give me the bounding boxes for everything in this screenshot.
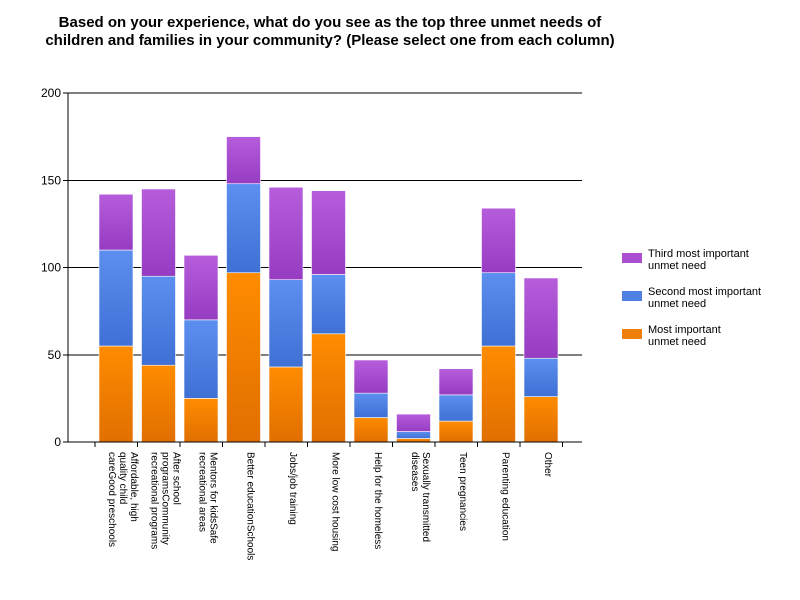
bar-segment-most	[311, 333, 346, 443]
bar-segment-third	[183, 254, 219, 321]
x-tick-label: More low cost housing	[330, 452, 341, 552]
x-tick-label-line: careGood preschools	[106, 452, 117, 547]
bar-segment-third	[438, 368, 474, 396]
bar-segment-most	[226, 272, 261, 443]
legend-label-third: Third most important unmet need	[648, 248, 749, 272]
x-tick-label-line: Sexually transmitted	[420, 452, 431, 542]
bar-segment-most	[438, 420, 474, 443]
bar-segment-most	[481, 345, 516, 443]
x-tick-label: Other	[542, 452, 553, 478]
x-tick-label-line: recreational areas	[197, 452, 208, 532]
bar-segment-third	[523, 277, 559, 359]
legend: Third most important unmet need Second m…	[622, 248, 792, 362]
bar-segment-third	[98, 193, 134, 251]
bar-segment-third	[481, 207, 516, 274]
y-tick-label: 50	[48, 348, 62, 362]
bar-segment-third	[311, 190, 346, 275]
bar-segment-third	[226, 136, 261, 185]
legend-swatch-second	[622, 291, 642, 301]
x-tick-label-line: diseases	[409, 452, 420, 491]
x-tick-label-line: Affordable, high	[128, 452, 139, 522]
y-tick-label: 100	[41, 261, 61, 275]
legend-swatch-most	[622, 329, 642, 339]
bar-segment-second	[268, 279, 304, 368]
bars	[98, 136, 559, 443]
legend-item-second: Second most important unmet need	[622, 286, 792, 310]
bar-segment-most	[98, 345, 134, 443]
y-tick-label: 200	[41, 86, 61, 100]
x-tick-label: Teen pregnancies	[457, 452, 468, 531]
x-tick-label-line: Parenting education	[500, 452, 511, 541]
bar-segment-most	[183, 398, 219, 443]
legend-item-third: Third most important unmet need	[622, 248, 792, 272]
x-tick-label-line: Other	[542, 452, 553, 478]
x-tick-label-line: Jobs/job training	[287, 452, 298, 525]
x-tick-label-line: Help for the homeless	[372, 452, 383, 549]
bar-segment-most	[523, 396, 559, 443]
bar-segment-most	[141, 364, 176, 443]
x-tick-label: Better educationSchools	[245, 452, 256, 560]
x-tick-label-line: programsCommunity	[160, 452, 171, 545]
bar-segment-third	[396, 413, 431, 432]
legend-label-most: Most important unmet need	[648, 324, 721, 348]
x-tick-label-line: recreational programs	[149, 452, 160, 549]
x-tick-label-line: After school	[171, 452, 182, 505]
axes	[63, 92, 582, 447]
bar-segment-second	[481, 272, 516, 347]
chart-title: Based on your experience, what do you se…	[45, 14, 615, 49]
y-tick-label: 150	[41, 173, 61, 187]
x-tick-label-line: More low cost housing	[330, 452, 341, 552]
bar-segment-second	[438, 394, 474, 422]
x-tick-label-line: quality child	[117, 452, 128, 504]
bar-segment-most	[396, 438, 431, 443]
bar-segment-second	[353, 392, 389, 418]
bar-segment-second	[396, 431, 431, 439]
x-tick-label: After schoolprogramsCommunityrecreationa…	[149, 452, 182, 549]
bar-segment-third	[268, 186, 304, 281]
bar-segment-second	[141, 275, 176, 366]
x-tick-label: Parenting education	[500, 452, 511, 541]
bar-segment-most	[353, 417, 389, 443]
bar-segment-second	[523, 357, 559, 397]
legend-item-most: Most important unmet need	[622, 324, 792, 348]
bar-segment-third	[141, 188, 176, 277]
x-tick-label-line: Mentors for kidsSafe	[208, 452, 219, 544]
bar-segment-second	[98, 249, 134, 347]
legend-swatch-third	[622, 253, 642, 263]
bar-segment-second	[183, 319, 219, 399]
bar-segment-second	[311, 274, 346, 335]
x-tick-label-line: Better educationSchools	[245, 452, 256, 560]
y-tick-label: 0	[54, 435, 61, 449]
x-tick-label: Jobs/job training	[287, 452, 298, 525]
bar-segment-third	[353, 359, 389, 394]
x-tick-label-line: Teen pregnancies	[457, 452, 468, 531]
bar-segment-most	[268, 366, 304, 443]
x-tick-label: Help for the homeless	[372, 452, 383, 549]
legend-label-second: Second most important unmet need	[648, 286, 762, 310]
bar-segment-second	[226, 183, 261, 274]
